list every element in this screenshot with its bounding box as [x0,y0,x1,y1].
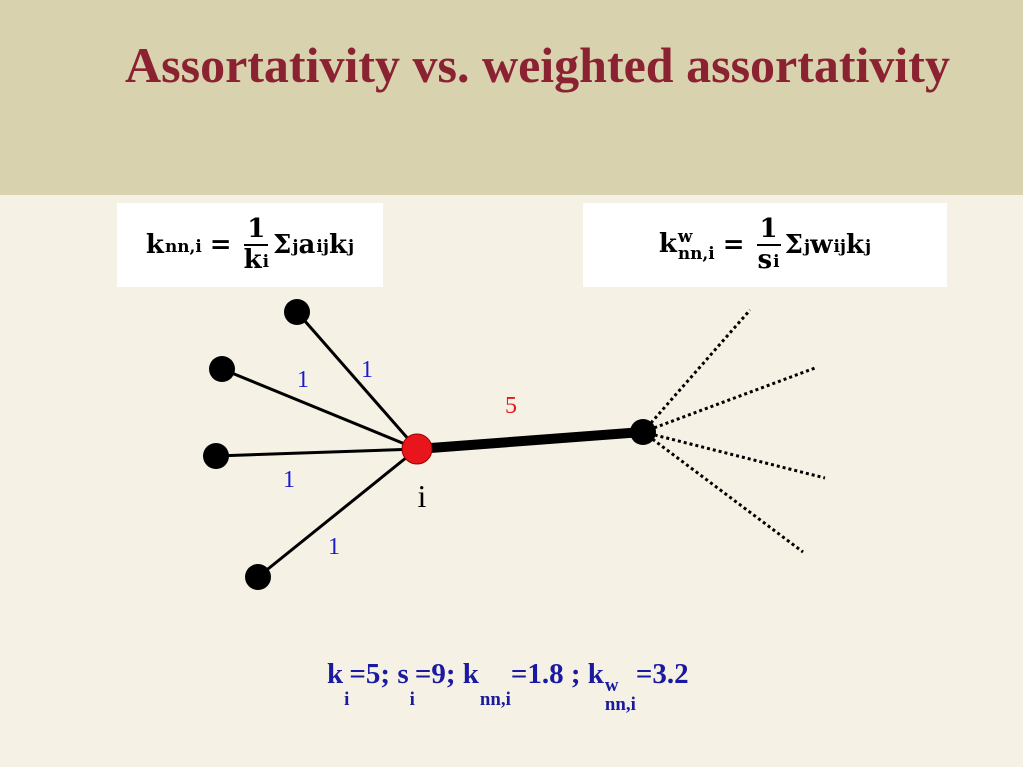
edge-label: 1 [328,534,340,560]
scripts: ij [833,235,847,256]
numerator: 1 [244,215,269,246]
subscript: i [262,250,270,271]
equals: = [209,230,232,260]
base: k [327,658,344,690]
edge-label: 1 [361,357,373,383]
subscript: nn,i [164,235,202,256]
node [245,564,271,590]
scripts: j [865,235,872,256]
edge [257,447,418,579]
edge-label: 5 [505,393,517,419]
node [284,299,310,325]
base: k [243,245,262,275]
term: =1.8 ; k w nn,i [510,658,636,714]
subscript: nn,i [677,243,715,263]
node [630,419,656,445]
scripts: nn,i [164,235,202,256]
base: k [846,230,865,260]
scripts: j [347,235,355,256]
scripts: w nn,i [678,228,715,262]
base: k [328,230,347,260]
node-i [401,433,433,465]
base: a [298,230,316,260]
numerator: 1 [756,215,781,246]
base: =3.2 [635,658,689,690]
title: Assortativity vs. weighted assortativity [125,37,950,93]
scripts: i [262,250,270,271]
scripts: j [803,235,811,256]
base: =5; s [349,658,409,690]
base: k [145,230,164,260]
scripts: w nn,i [604,675,636,715]
base: s [757,245,773,275]
heavy-edge [416,427,644,454]
subscript: i [344,689,350,710]
edge [221,367,418,451]
summary: k i =5; s i =9; k nn,i =1.8 ; k w nn,i =3.2 [327,658,689,715]
scripts: i [773,250,780,271]
subscript: nn,i [479,689,511,710]
edge-label: 1 [283,467,295,493]
subscript: j [865,235,872,256]
scripts: i [409,689,415,710]
base: =1.8 ; k [510,658,604,690]
header-band [0,0,1023,195]
edge [215,447,418,458]
edge-label: 1 [297,367,309,393]
base: w [810,230,833,260]
subscript: j [292,235,299,256]
term: w ij [810,230,846,260]
equals: = [722,230,745,260]
scripts: ij [316,235,329,256]
subscript: ij [833,235,847,256]
node [203,443,229,469]
subscript: nn,i [604,693,636,715]
superscript: w [677,226,693,247]
subscript: ij [316,235,329,256]
term: =9; k nn,i [414,658,511,709]
scripts: nn,i [479,689,511,710]
base: k [658,229,677,259]
subscript: i [409,689,415,710]
dotted-edge [642,366,816,434]
term: k w nn,i [659,228,715,262]
base: Σ [784,230,803,260]
term: k nn,i [146,230,202,260]
term: =3.2 [636,658,689,690]
subscript: i [773,250,780,271]
subscript: j [347,235,355,256]
base: =9; k [414,658,479,690]
subscript: j [803,235,811,256]
dotted-edge [642,430,826,480]
scripts: j [292,235,299,256]
node-label: i [418,478,427,514]
dotted-edge [641,309,752,433]
dotted-edge [642,430,804,554]
scripts: i [344,689,350,710]
node [209,356,235,382]
superscript: w [604,675,619,696]
term: a ij [299,230,329,260]
base: Σ [273,230,292,260]
edge [295,311,419,450]
